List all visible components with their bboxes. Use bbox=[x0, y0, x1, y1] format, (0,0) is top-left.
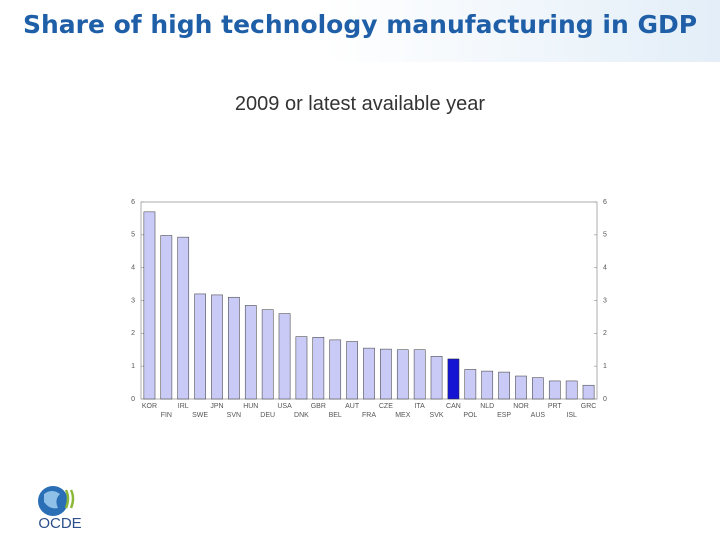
x-tick-label: ISL bbox=[566, 412, 577, 419]
x-tick-label: ESP bbox=[497, 412, 511, 419]
x-tick-label: GBR bbox=[311, 403, 326, 410]
x-tick-label: DEU bbox=[260, 412, 275, 419]
bar bbox=[582, 384, 595, 400]
bar bbox=[413, 349, 426, 400]
bar bbox=[329, 339, 342, 400]
x-tick-label: AUT bbox=[345, 403, 360, 410]
x-tick-label: KOR bbox=[142, 403, 157, 410]
y-tick-label: 6 bbox=[131, 199, 135, 206]
x-tick-label: PRT bbox=[548, 403, 563, 410]
bar bbox=[548, 380, 561, 400]
y-tick-label: 4 bbox=[131, 265, 135, 272]
bar bbox=[278, 313, 291, 400]
bar bbox=[295, 336, 308, 400]
y-tick-label: 2 bbox=[131, 330, 135, 337]
bar bbox=[363, 347, 375, 400]
bar bbox=[346, 341, 358, 400]
bar bbox=[515, 375, 527, 400]
x-tick-label: SVK bbox=[430, 412, 444, 419]
bar bbox=[160, 235, 173, 400]
y2-tick-label: 6 bbox=[603, 199, 607, 206]
y-tick-label: 0 bbox=[131, 396, 135, 403]
bar bbox=[380, 348, 392, 400]
bar bbox=[312, 337, 325, 400]
x-tick-label: AUS bbox=[531, 412, 546, 419]
y2-tick-label: 5 bbox=[603, 232, 607, 239]
logo-arc bbox=[64, 489, 70, 509]
header-band bbox=[0, 0, 720, 62]
y2-tick-label: 4 bbox=[603, 265, 607, 272]
bar bbox=[396, 349, 409, 400]
x-tick-label: FIN bbox=[161, 412, 172, 419]
bar bbox=[565, 380, 578, 400]
y2-tick-label: 0 bbox=[603, 396, 607, 403]
x-tick-label: SVN bbox=[227, 412, 241, 419]
y-tick-label: 1 bbox=[131, 363, 135, 370]
x-tick-label: CAN bbox=[446, 403, 461, 410]
chart-title: Share of high technology manufacturing i… bbox=[22, 10, 698, 39]
x-tick-label: NLD bbox=[480, 403, 494, 410]
x-tick-label: POL bbox=[463, 412, 477, 419]
x-tick-label: CZE bbox=[379, 403, 393, 410]
bar bbox=[481, 370, 494, 400]
bar bbox=[177, 236, 190, 400]
bar bbox=[430, 356, 443, 400]
x-tick-label: MEX bbox=[395, 412, 411, 419]
bar bbox=[447, 358, 460, 400]
x-tick-label: JPN bbox=[210, 403, 223, 410]
chart-subtitle: 2009 or latest available year bbox=[234, 93, 486, 115]
y-tick-label: 5 bbox=[131, 232, 135, 239]
logo-land bbox=[44, 491, 60, 509]
bar bbox=[498, 371, 510, 400]
y2-tick-label: 1 bbox=[603, 363, 607, 370]
bar bbox=[532, 377, 544, 400]
x-tick-label: BEL bbox=[329, 412, 342, 419]
logo-text: OCDE bbox=[38, 515, 81, 532]
x-tick-label: GRC bbox=[581, 403, 597, 410]
bar bbox=[228, 296, 240, 400]
y2-tick-label: 2 bbox=[603, 330, 607, 337]
bar bbox=[464, 369, 477, 400]
x-tick-label: SWE bbox=[192, 412, 208, 419]
logo: OCDE bbox=[38, 486, 82, 532]
bar bbox=[194, 293, 206, 400]
bar bbox=[143, 211, 156, 400]
bar bbox=[261, 309, 274, 400]
x-tick-label: USA bbox=[277, 403, 292, 410]
y-tick-label: 3 bbox=[131, 297, 135, 304]
x-tick-label: ITA bbox=[414, 403, 425, 410]
bar bbox=[244, 305, 257, 400]
y2-tick-label: 3 bbox=[603, 297, 607, 304]
x-tick-label: FRA bbox=[362, 412, 376, 419]
x-tick-label: HUN bbox=[243, 403, 258, 410]
x-tick-label: DNK bbox=[294, 412, 309, 419]
x-tick-label: IRL bbox=[178, 403, 189, 410]
bar bbox=[211, 294, 223, 400]
logo-arc bbox=[69, 489, 75, 509]
x-tick-label: NOR bbox=[513, 403, 529, 410]
